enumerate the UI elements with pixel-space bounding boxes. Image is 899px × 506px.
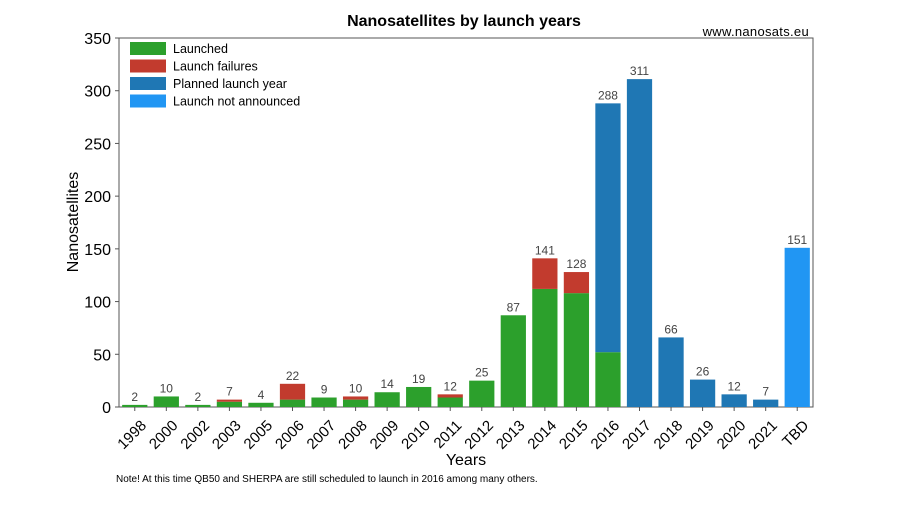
x-tick-label-2000: 2000 — [146, 417, 182, 453]
data-label-2016: 288 — [598, 88, 618, 102]
bar-launch-failures-2015 — [563, 272, 590, 294]
bar-launch-failures-2006 — [279, 383, 306, 400]
bar-launched-2000 — [153, 396, 179, 407]
data-label-2008: 10 — [349, 381, 363, 395]
data-label-2014: 141 — [535, 243, 555, 257]
x-tick-label-2020: 2020 — [714, 417, 750, 453]
x-tick-label-2009: 2009 — [367, 417, 403, 453]
bar-launched-2011 — [437, 397, 463, 407]
bar-launch-failures-2003 — [216, 399, 243, 402]
bar-launched-2010 — [406, 386, 432, 407]
y-tick-label: 150 — [84, 242, 111, 259]
bar-launched-2008 — [342, 399, 369, 407]
data-label-2011: 12 — [444, 379, 458, 393]
bar-planned-launch-year-2021 — [753, 399, 779, 407]
x-tick-label-2003: 2003 — [209, 417, 245, 453]
bar-launched-2012 — [469, 380, 495, 407]
x-tick-label-2018: 2018 — [651, 417, 687, 453]
y-axis-label: Nanosatellites — [65, 172, 82, 273]
bar-planned-launch-year-2020 — [721, 394, 747, 407]
bar-launched-2003 — [216, 401, 243, 407]
bar-launch-failures-2014 — [532, 258, 558, 289]
bar-planned-launch-year-2017 — [626, 79, 653, 408]
x-tick-label-2006: 2006 — [272, 417, 308, 453]
x-tick-label-tbd: TBD — [779, 417, 812, 450]
bar-planned-launch-year-2019 — [689, 379, 716, 407]
data-label-2002: 2 — [195, 390, 202, 404]
footnote: Note! At this time QB50 and SHERPA are s… — [116, 474, 538, 485]
data-label-2003: 7 — [226, 385, 233, 399]
x-tick-label-2019: 2019 — [682, 417, 718, 453]
legend-label-launch-failures: Launch failures — [173, 60, 258, 74]
chart-title: Nanosatellites by launch years — [347, 13, 581, 30]
bar-planned-launch-year-2018 — [658, 337, 684, 407]
x-tick-label-2008: 2008 — [335, 417, 371, 453]
y-tick-label: 100 — [84, 295, 111, 312]
x-tick-label-2012: 2012 — [461, 417, 497, 453]
data-label-2005: 4 — [258, 388, 265, 402]
legend-label-launched: Launched — [173, 42, 228, 56]
legend-swatch-launched — [130, 42, 166, 55]
legend-swatch-launch-not-announced — [130, 94, 166, 108]
data-label-2019: 26 — [696, 365, 710, 379]
y-tick-label: 0 — [102, 400, 111, 417]
data-label-2006: 22 — [286, 369, 300, 383]
x-tick-label-2014: 2014 — [524, 417, 560, 453]
data-label-2009: 14 — [380, 377, 394, 391]
x-tick-label-2013: 2013 — [493, 417, 529, 453]
bar-launched-2005 — [248, 402, 274, 407]
data-label-2018: 66 — [664, 322, 678, 336]
data-label-2017: 311 — [630, 64, 649, 78]
x-axis-label: Years — [446, 452, 486, 469]
x-tick-label-2011: 2011 — [431, 417, 466, 452]
bar-launched-2013 — [500, 315, 526, 407]
bar-launch-failures-2011 — [437, 394, 463, 398]
x-tick-label-2015: 2015 — [556, 417, 592, 453]
x-tick-label-2016: 2016 — [588, 417, 624, 453]
legend-swatch-planned-launch-year — [130, 77, 166, 90]
x-tick-label-1998: 1998 — [114, 417, 150, 453]
bar-launched-2015 — [563, 293, 590, 407]
bar-launched-2006 — [279, 399, 306, 407]
data-label-2021: 7 — [762, 385, 769, 399]
data-label-2010: 19 — [412, 372, 426, 386]
bar-launched-2002 — [185, 404, 211, 407]
data-label-2012: 25 — [475, 366, 489, 380]
legend-label-launch-not-announced: Launch not announced — [173, 95, 300, 109]
data-label-2020: 12 — [727, 379, 741, 393]
y-tick-label: 350 — [84, 31, 111, 48]
y-tick-label: 50 — [93, 347, 111, 364]
bar-launched-2016 — [595, 352, 621, 407]
x-tick-label-2017: 2017 — [619, 417, 655, 453]
source-label: www.nanosats.eu — [702, 24, 809, 39]
data-label-2015: 128 — [566, 257, 586, 271]
data-label-2007: 9 — [321, 383, 328, 397]
bar-launch-failures-2008 — [342, 396, 369, 400]
x-tick-label-2007: 2007 — [304, 417, 340, 453]
bar-launch-not-announced-tbd — [784, 247, 810, 407]
legend-swatch-launch-failures — [130, 59, 166, 73]
data-label-1998: 2 — [131, 390, 138, 404]
x-tick-label-2021: 2021 — [745, 417, 781, 453]
x-tick-label-2002: 2002 — [177, 417, 213, 453]
data-label-2013: 87 — [507, 300, 521, 314]
x-tick-label-2005: 2005 — [241, 417, 277, 453]
legend-label-planned-launch-year: Planned launch year — [173, 77, 287, 91]
plot-frame — [118, 37, 814, 408]
bar-planned-launch-year-2016 — [595, 103, 621, 353]
data-label-tbd: 151 — [787, 233, 807, 247]
bar-launched-1998 — [122, 404, 148, 407]
bar-launched-2014 — [532, 288, 558, 407]
x-tick-label-2010: 2010 — [398, 417, 434, 453]
plot-area: 0 50 100 150 200 250 300 350 2 1998 10 2000 2 2002 7 20… — [84, 31, 814, 453]
bar-launched-2007 — [311, 397, 337, 407]
bar-launched-2009 — [374, 392, 400, 407]
y-tick-label: 200 — [84, 189, 111, 206]
data-label-2000: 10 — [160, 381, 174, 395]
y-tick-label: 250 — [84, 136, 111, 153]
y-tick-label: 300 — [84, 84, 111, 101]
